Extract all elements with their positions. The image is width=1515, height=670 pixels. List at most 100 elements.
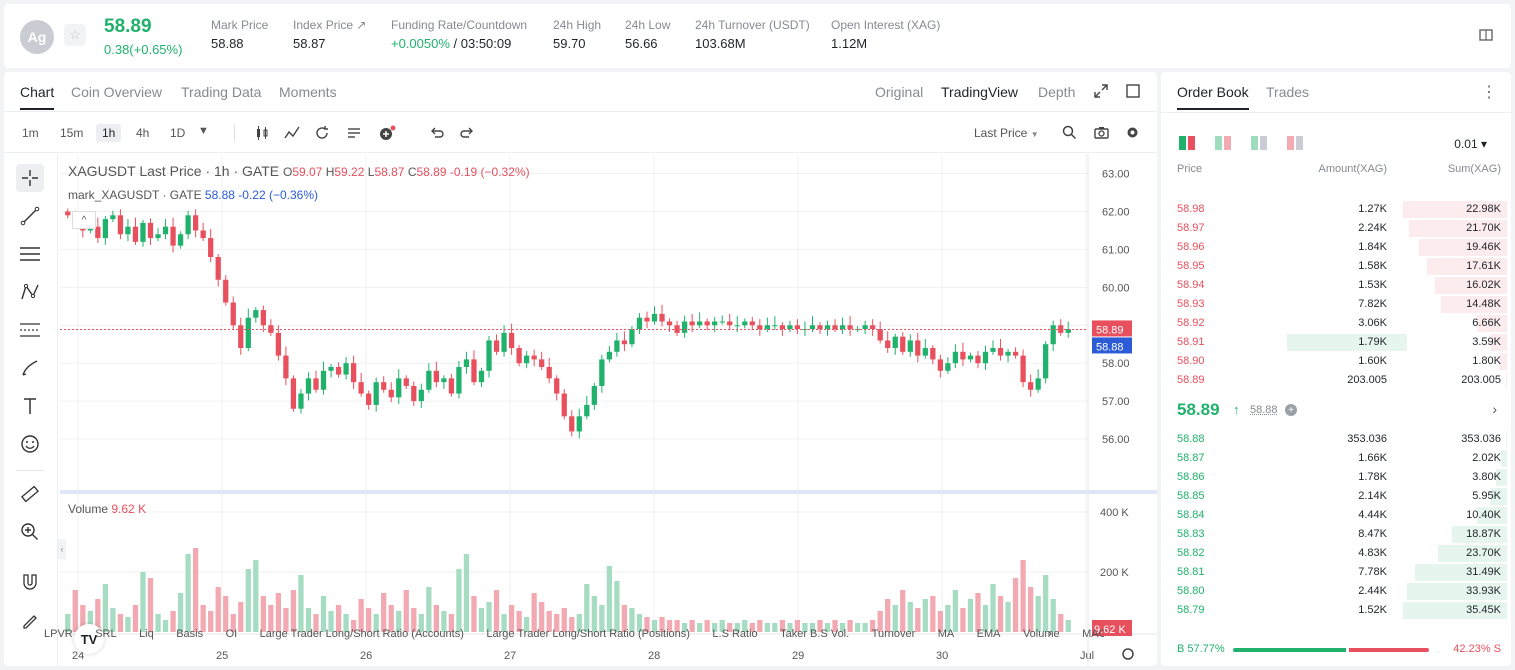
price-type-select[interactable]: Last Price ▼ [974, 126, 1039, 140]
stat-index-price[interactable]: Index Price ↗ 58.87 [293, 18, 366, 51]
emoji-icon[interactable] [16, 430, 44, 458]
bid-row[interactable]: 58.81 7.78K 31.49K [1161, 563, 1511, 582]
text-icon[interactable] [16, 392, 44, 420]
templates-icon[interactable] [346, 125, 362, 144]
timeframe-1h[interactable]: 1h [96, 124, 122, 142]
layout-both-icon[interactable] [1179, 136, 1195, 150]
candle-type-icon[interactable] [254, 125, 270, 144]
layout-bids-icon[interactable] [1251, 136, 1267, 150]
legend-close: 58.89 [416, 165, 447, 179]
search-icon[interactable] [1062, 125, 1077, 143]
indicator-volume[interactable]: Volume [1022, 628, 1060, 640]
ask-row[interactable]: 58.94 1.53K 16.02K [1161, 276, 1511, 295]
chevron-right-icon[interactable]: › [1492, 401, 1497, 417]
info-icon[interactable]: + [1285, 404, 1297, 416]
magnet-icon[interactable] [16, 568, 44, 596]
indicator-oi[interactable]: OI [225, 628, 238, 640]
bid-row[interactable]: 58.85 2.14K 5.95K [1161, 487, 1511, 506]
ask-row[interactable]: 58.89 203.005 203.005 [1161, 371, 1511, 390]
timeframe-1m[interactable]: 1m [22, 126, 39, 140]
volume-bar [328, 611, 334, 632]
ask-row[interactable]: 58.95 1.58K 17.61K [1161, 257, 1511, 276]
tab-chart[interactable]: Chart [20, 84, 55, 110]
fib-icon[interactable] [16, 316, 44, 344]
indicator-ema[interactable]: EMA [976, 628, 1001, 640]
indicator-turnover[interactable]: Turnover [871, 628, 916, 640]
chevron-down-icon[interactable]: ▼ [198, 125, 209, 137]
bid-row[interactable]: 58.83 8.47K 18.87K [1161, 525, 1511, 544]
candle-body [584, 404, 590, 417]
horizontal-lines-icon[interactable] [16, 240, 44, 268]
ask-row[interactable]: 58.96 1.84K 19.46K [1161, 238, 1511, 257]
volume-bar [456, 569, 462, 632]
tab-coin-overview[interactable]: Coin Overview [71, 84, 163, 100]
favorite-star-icon[interactable]: ☆ [64, 24, 86, 46]
bid-row[interactable]: 58.82 4.83K 23.70K [1161, 544, 1511, 563]
bid-row[interactable]: 58.79 1.52K 35.45K [1161, 601, 1511, 620]
ask-row[interactable]: 58.92 3.06K 6.66K [1161, 314, 1511, 333]
tab-trades[interactable]: Trades [1266, 84, 1310, 100]
redo-icon[interactable] [459, 125, 475, 144]
trend-line-icon[interactable] [16, 202, 44, 230]
indicator-basis[interactable]: Basis [176, 628, 204, 640]
volume-bar [997, 596, 1004, 632]
view-depth[interactable]: Depth [1038, 84, 1076, 100]
ruler-icon[interactable] [16, 480, 44, 508]
tab-trading-data[interactable]: Trading Data [181, 84, 262, 100]
bid-row[interactable]: 58.84 4.44K 10.40K [1161, 506, 1511, 525]
undo-icon[interactable] [429, 125, 445, 144]
lock-draw-icon[interactable] [16, 606, 44, 634]
price-chart[interactable]: 63.0062.0061.0060.0059.0058.0057.0056.00… [60, 154, 1157, 666]
indicator-lpvr[interactable]: LPVR [44, 628, 73, 640]
tab-moments[interactable]: Moments [279, 84, 337, 100]
ask-row[interactable]: 58.98 1.27K 22.98K [1161, 200, 1511, 219]
ask-row[interactable]: 58.93 7.82K 14.48K [1161, 295, 1511, 314]
indicator-macd[interactable]: MACD [1082, 628, 1104, 640]
view-original[interactable]: Original [875, 84, 924, 100]
toolbar-collapse-arrow-icon[interactable]: ‹ [58, 539, 66, 559]
indicators-icon[interactable] [284, 125, 300, 144]
layout-split-icon[interactable] [1215, 136, 1231, 150]
precision-select[interactable]: 0.01 ▾ [1454, 137, 1487, 151]
tradingview-logo-icon[interactable]: TV [74, 624, 104, 654]
timeframe-1d[interactable]: 1D [170, 126, 186, 140]
ask-row[interactable]: 58.91 1.79K 3.59K [1161, 333, 1511, 352]
pattern-icon[interactable] [16, 278, 44, 306]
bid-row[interactable]: 58.80 2.44K 33.93K [1161, 582, 1511, 601]
layout-asks-icon[interactable] [1287, 136, 1303, 150]
bid-row[interactable]: 58.86 1.78K 3.80K [1161, 468, 1511, 487]
indicator-liq[interactable]: Liq [139, 628, 154, 640]
timeframe-4h[interactable]: 4h [136, 126, 150, 140]
bid-row[interactable]: 58.88 353.036 353.036 [1161, 430, 1511, 449]
chevron-right-icon[interactable]: › [1048, 626, 1052, 640]
indicator-ls-ratio[interactable]: L.S Ratio [712, 628, 758, 640]
ask-row[interactable]: 58.90 1.60K 1.80K [1161, 352, 1511, 371]
replay-icon[interactable] [314, 125, 330, 144]
legend-collapse-button[interactable]: ^ [72, 211, 96, 229]
volume-bar [576, 614, 582, 632]
indicator-srl[interactable]: SRL [95, 628, 117, 640]
view-tradingview[interactable]: TradingView [941, 84, 1019, 100]
timeframe-15m[interactable]: 15m [60, 126, 84, 140]
ask-row[interactable]: 58.97 2.24K 21.70K [1161, 219, 1511, 238]
brush-icon[interactable] [16, 354, 44, 382]
indicator-ma[interactable]: MA [937, 628, 955, 640]
indicator-ltlsr-positions[interactable]: Large Trader Long/Short Ratio (Positions… [486, 628, 690, 640]
bid-row[interactable]: 58.87 1.66K 2.02K [1161, 449, 1511, 468]
candle-body [742, 321, 748, 326]
indicator-taker-bs-vol[interactable]: Taker B.S Vol. [780, 628, 850, 640]
volume-bar [193, 548, 199, 632]
window-icon[interactable] [1126, 84, 1140, 101]
camera-icon[interactable] [1094, 125, 1109, 143]
more-vertical-icon[interactable]: ⋮ [1481, 84, 1497, 101]
sell-ratio: 42.23% S [1453, 643, 1501, 655]
gear-icon[interactable] [1125, 125, 1140, 143]
chart-canvas[interactable]: 63.0062.0061.0060.0059.0058.0057.0056.00… [60, 154, 1157, 666]
zoom-in-icon[interactable] [16, 518, 44, 546]
book-icon[interactable] [1479, 28, 1493, 42]
add-alert-icon[interactable] [379, 125, 397, 144]
crosshair-icon[interactable] [16, 164, 44, 192]
expand-icon[interactable] [1094, 84, 1108, 101]
indicator-ltlsr-accounts[interactable]: Large Trader Long/Short Ratio (Accounts) [259, 628, 464, 640]
tab-order-book[interactable]: Order Book [1177, 84, 1249, 110]
